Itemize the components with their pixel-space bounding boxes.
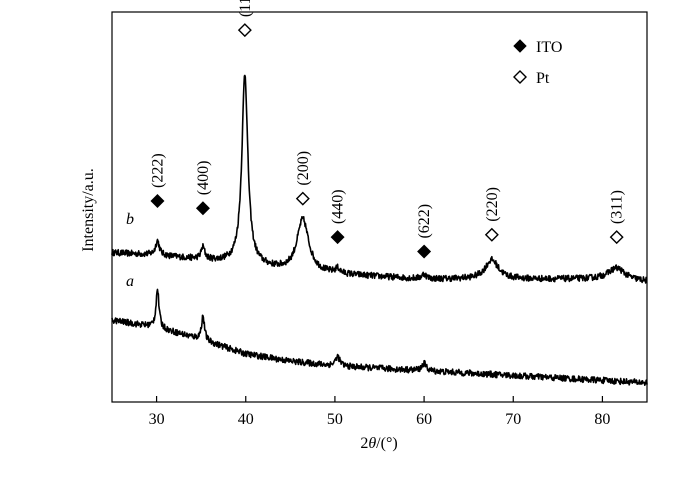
ito-filled-diamond-icon [330, 230, 345, 245]
series-line-a [111, 288, 648, 387]
x-tick-label: 30 [149, 411, 165, 428]
peak-label: (220) [484, 187, 501, 222]
x-axis-label: 2θ/(°) [360, 435, 397, 452]
peak-label: (440) [330, 189, 347, 224]
peak-label: (311) [609, 190, 626, 224]
series-line-b [111, 74, 648, 284]
ito-filled-diamond-icon [195, 201, 210, 216]
legend-ito-label: ITO [536, 39, 562, 56]
y-axis-label: Intensity/a.u. [80, 168, 97, 252]
x-tick-label: 40 [238, 411, 254, 428]
x-axis-ticks: 30 40 50 60 70 80 [149, 396, 610, 428]
peak-label: (200) [295, 151, 312, 186]
x-tick-label: 50 [327, 411, 343, 428]
peak-label: (622) [416, 204, 433, 239]
series-label-a: a [126, 273, 134, 290]
peak-annotations: (222) (400) (111) (200) (440) (622) (220) (311) [149, 0, 626, 259]
series-label-b: b [126, 211, 134, 228]
pt-open-diamond-icon [295, 191, 310, 206]
pt-open-diamond-icon [609, 230, 624, 245]
legend-ito-filled-diamond-icon [513, 39, 527, 53]
peak-label: (111) [237, 0, 254, 17]
peak-label: (400) [195, 161, 212, 196]
curves-layer [111, 74, 648, 387]
x-tick-label: 60 [416, 411, 432, 428]
pt-open-diamond-icon [237, 23, 252, 38]
peak-label: (222) [149, 153, 166, 188]
pt-open-diamond-icon [484, 227, 499, 242]
plot-frame [111, 11, 648, 403]
x-tick-label: 70 [505, 411, 521, 428]
legend-pt-label: Pt [536, 70, 550, 87]
ito-filled-diamond-icon [150, 194, 165, 208]
legend-pt-open-diamond-icon [513, 70, 527, 84]
x-tick-label: 80 [594, 411, 610, 428]
ito-filled-diamond-icon [417, 244, 432, 259]
legend: ITO Pt [513, 39, 562, 87]
